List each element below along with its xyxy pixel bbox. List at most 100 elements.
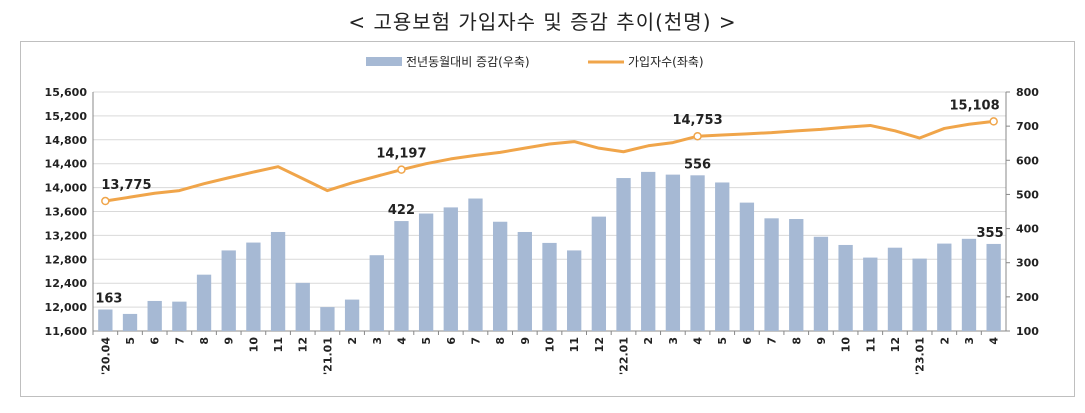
bar (98, 309, 113, 331)
left-axis-tick-label: 14,000 (45, 182, 88, 195)
left-axis-tick-label: 12,000 (45, 301, 88, 314)
x-tick-label: 8 (494, 337, 507, 345)
x-tick-label: 8 (198, 337, 211, 345)
x-tick-label: 4 (692, 337, 705, 345)
bar-data-label: 422 (388, 203, 415, 218)
x-tick-label: 12 (297, 337, 310, 352)
bar (468, 198, 483, 331)
bar (764, 218, 779, 331)
right-axis-tick-label: 700 (1016, 120, 1039, 133)
bar (887, 247, 903, 331)
line-data-label: 13,775 (101, 178, 151, 193)
x-tick-label: 11 (272, 337, 285, 352)
legend-bar-swatch (366, 57, 402, 66)
bar (517, 231, 532, 331)
bar (443, 207, 458, 331)
bar-data-label: 355 (977, 226, 1004, 241)
x-tick-label: 7 (469, 337, 482, 345)
bar (394, 221, 409, 331)
x-tick-label: 5 (124, 337, 137, 345)
x-tick-label: 5 (716, 337, 729, 345)
x-tick-label: 9 (519, 337, 532, 345)
right-axis-tick-label: 600 (1016, 154, 1039, 167)
right-axis-tick-label: 200 (1016, 291, 1039, 304)
x-tick-label: 6 (741, 337, 754, 345)
x-tick-label: 3 (371, 337, 384, 345)
x-tick-label: 7 (173, 337, 186, 345)
x-tick-label: 12 (889, 337, 902, 352)
line-data-label: 15,108 (949, 98, 999, 113)
x-tick-label: 4 (988, 337, 1001, 345)
left-axis-tick-label: 14,800 (45, 134, 88, 147)
x-tick-label: 9 (223, 337, 236, 345)
line-data-label: 14,197 (376, 147, 426, 162)
bar-data-label: 163 (95, 291, 122, 306)
x-tick-label: 3 (963, 337, 976, 345)
line-series (105, 119, 994, 203)
bar (838, 244, 853, 331)
x-tick-label: 3 (667, 337, 680, 345)
right-axis-tick-label: 500 (1016, 188, 1039, 201)
x-tick-label: 10 (544, 337, 557, 353)
bar (172, 301, 187, 331)
x-tick-label: '22.01 (618, 337, 631, 375)
bar (813, 236, 829, 331)
chart-svg: 11,600 12,000 12,400 12,800 13,200 13,600 14,0… (45, 55, 1040, 376)
x-tick-label: 6 (445, 337, 458, 345)
bar (986, 243, 1001, 331)
bar (542, 242, 557, 331)
bar (492, 221, 508, 331)
bar (270, 231, 286, 331)
bar (937, 243, 952, 331)
right-axis-tick-label: 300 (1016, 257, 1039, 270)
bar (295, 282, 310, 331)
bar (147, 300, 162, 331)
line-point-marker (989, 117, 998, 126)
right-axis-tick-label: 800 (1016, 86, 1039, 99)
x-tick-label: 10 (840, 337, 853, 353)
x-tick-label: '21.01 (321, 337, 334, 375)
x-tick-label: '23.01 (914, 337, 927, 375)
bar (221, 250, 236, 331)
x-tick-label: 2 (346, 337, 359, 345)
bar (665, 174, 681, 331)
x-tick-label: 4 (395, 337, 408, 345)
x-tick-label: 11 (864, 337, 877, 352)
x-tick-label: 2 (642, 337, 655, 345)
bar (863, 257, 878, 331)
bar (591, 216, 607, 331)
left-axis-tick-label: 14,400 (45, 158, 88, 171)
x-tick-label: 6 (149, 337, 162, 345)
bar (344, 299, 360, 331)
x-tick-label: 11 (568, 337, 581, 352)
left-axis-tick-label: 15,600 (45, 86, 88, 99)
line-point-marker (101, 196, 110, 206)
bar (715, 182, 730, 331)
bar (567, 250, 582, 331)
x-tick-label: 2 (938, 337, 951, 345)
bar (418, 213, 434, 331)
x-tick-label: 10 (247, 337, 260, 353)
left-axis-tick-label: 11,600 (45, 325, 88, 338)
line-point-marker (693, 131, 702, 141)
bar (739, 202, 755, 331)
legend-bar-label: 전년동월대비 증감(우축) (406, 55, 530, 69)
line-point-marker (397, 165, 406, 174)
bar (122, 313, 138, 331)
left-axis-tick-label: 12,800 (45, 253, 88, 266)
line-data-label: 14,753 (672, 113, 722, 128)
x-tick-label: '20.04 (99, 337, 112, 376)
bar (369, 255, 384, 331)
left-axis-tick-label: 13,200 (45, 229, 88, 242)
right-axis-tick-label: 100 (1016, 325, 1039, 338)
bar (690, 175, 705, 331)
left-axis-tick-label: 15,200 (45, 110, 88, 123)
bar (320, 307, 335, 331)
chart-title: < 고용보험 가입자수 및 증감 추이(천명) > (348, 10, 737, 34)
chart-frame: 11,600 12,000 12,400 12,800 13,200 13,600 14,0… (20, 41, 1075, 397)
x-tick-label: 8 (790, 337, 803, 345)
bar (912, 258, 927, 331)
bar (246, 242, 261, 331)
bar (641, 171, 656, 331)
